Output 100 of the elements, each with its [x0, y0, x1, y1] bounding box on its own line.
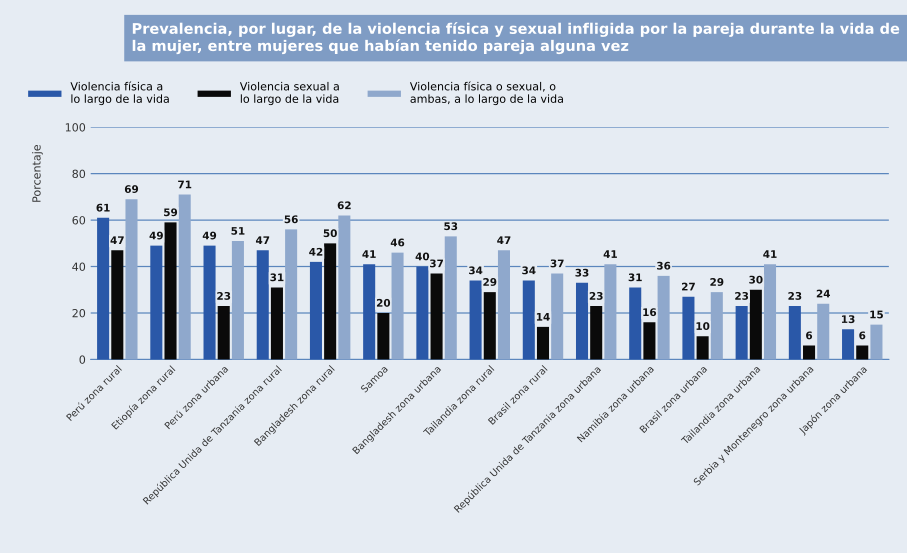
y-tick-label: 40 [72, 262, 86, 271]
bar [710, 292, 723, 360]
bar [817, 304, 830, 360]
data-label: 69 [124, 185, 138, 194]
data-label: 40 [416, 252, 430, 260]
bar [470, 280, 482, 360]
data-label: 16 [643, 308, 656, 316]
data-label: 36 [657, 262, 670, 270]
bar [842, 329, 854, 360]
bar [498, 250, 510, 360]
bar [285, 229, 298, 360]
legend-label: Violencia física a lo largo de la vida [70, 81, 169, 106]
bar [658, 276, 670, 360]
legend-label: Violencia sexual a lo largo de la vida [240, 82, 339, 106]
bar [204, 246, 216, 360]
bar [696, 336, 709, 360]
bar [232, 240, 244, 360]
bar [536, 326, 550, 360]
legend-label: Violencia física o sexual, o ambas, a lo largo de la vida [410, 81, 563, 106]
data-label: 42 [309, 248, 322, 256]
data-label: 31 [628, 273, 642, 282]
data-label: 6 [806, 331, 812, 340]
data-label: 23 [788, 292, 802, 300]
data-label: 15 [870, 310, 883, 318]
bar [643, 322, 656, 360]
data-label: 51 [231, 227, 244, 235]
y-tick-label: 60 [72, 216, 86, 224]
data-label: 20 [376, 298, 390, 307]
data-label: 10 [696, 322, 710, 330]
bar [178, 194, 191, 360]
bar [111, 250, 124, 360]
data-label: 47 [256, 236, 270, 244]
y-tick-label: 0 [80, 355, 86, 364]
bar [484, 292, 496, 360]
data-label: 27 [682, 282, 695, 290]
data-label: 47 [110, 236, 124, 244]
bar [522, 280, 535, 360]
data-label: 6 [859, 331, 866, 340]
bar [97, 218, 110, 360]
data-label: 62 [338, 201, 351, 210]
bar [444, 236, 457, 360]
bar [736, 306, 748, 360]
data-label: 41 [604, 250, 617, 258]
bar [416, 266, 428, 360]
data-label: 37 [430, 259, 443, 268]
data-label: 53 [444, 222, 458, 230]
data-label: 50 [324, 229, 337, 238]
data-label: 29 [483, 278, 496, 286]
data-label: 61 [96, 204, 110, 212]
data-label: 23 [735, 292, 748, 300]
bar [551, 274, 564, 360]
data-label: 41 [362, 250, 376, 258]
data-label: 31 [270, 273, 284, 282]
bar [788, 306, 801, 360]
bar [338, 215, 350, 360]
data-label: 59 [164, 208, 178, 216]
bar [392, 252, 404, 360]
data-label: 29 [710, 278, 724, 286]
data-label: 23 [217, 292, 230, 300]
bar [363, 264, 376, 360]
bar [682, 296, 694, 360]
bar [218, 306, 230, 360]
data-label: 14 [536, 313, 550, 321]
data-label: 13 [842, 315, 854, 324]
bar [604, 264, 616, 360]
y-tick-label: 100 [66, 123, 86, 132]
data-label: 49 [202, 232, 216, 240]
bar [576, 282, 588, 360]
bar [310, 262, 322, 360]
bar [150, 246, 162, 360]
data-label: 34 [469, 266, 482, 274]
data-label: 34 [522, 266, 536, 274]
bar [590, 306, 602, 360]
bar [324, 243, 336, 360]
data-label: 33 [575, 268, 588, 277]
chart-title: Prevalencia, por lugar, de la violencia física y sexual infligida por la pareja durante la vida de la mujer, entre mujeres que habían tenido pareja alguna vez [132, 22, 900, 54]
data-label: 30 [749, 276, 763, 284]
y-tick-label: 80 [72, 170, 86, 178]
y-axis-title: Porcentaje [32, 144, 43, 202]
data-label: 49 [150, 232, 163, 240]
bar [430, 274, 443, 360]
bar [803, 346, 816, 360]
bar [377, 313, 390, 360]
bar [125, 199, 138, 360]
data-label: 46 [390, 238, 404, 246]
bar [856, 346, 868, 360]
bar [764, 264, 776, 360]
bar [256, 250, 269, 360]
data-label: 23 [590, 292, 603, 300]
data-label: 47 [497, 236, 510, 244]
bar [750, 290, 762, 360]
data-label: 71 [178, 180, 192, 188]
y-tick-label: 20 [72, 308, 86, 318]
bar [270, 287, 283, 360]
bar [629, 287, 642, 360]
data-label: 41 [763, 250, 777, 258]
bar [870, 324, 882, 360]
bar [164, 222, 177, 360]
data-label: 56 [284, 215, 298, 224]
data-label: 24 [816, 290, 830, 298]
